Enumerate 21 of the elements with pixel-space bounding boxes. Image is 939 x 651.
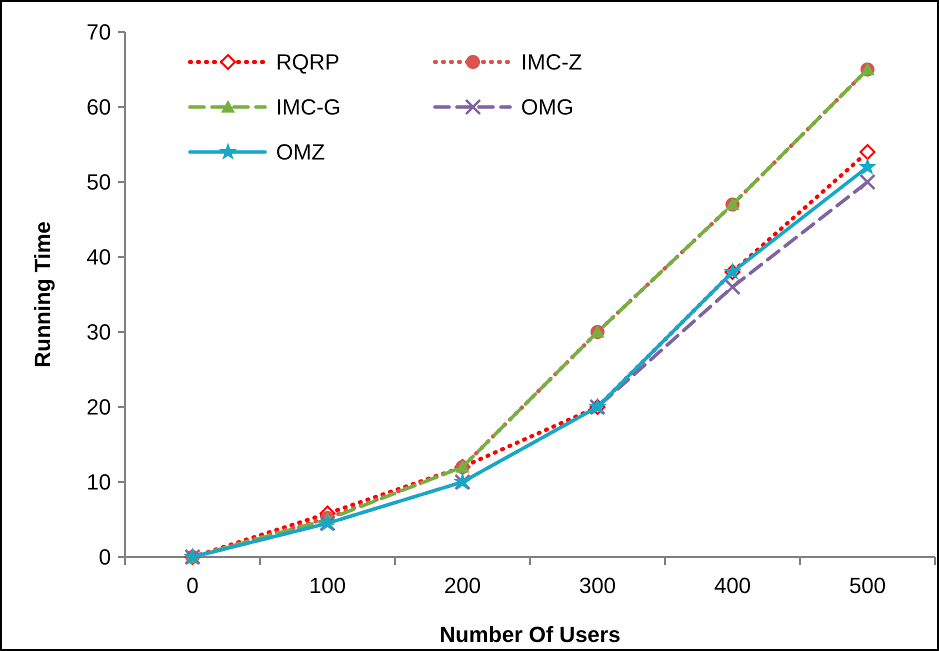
y-axis-title: Running Time xyxy=(30,221,55,368)
legend-label: IMC-G xyxy=(276,94,341,120)
y-tick-label: 70 xyxy=(86,20,111,45)
y-tick-label: 40 xyxy=(86,244,111,270)
y-tick-label: 20 xyxy=(86,394,111,420)
x-tick-label: 200 xyxy=(444,573,481,598)
y-tick-label: 10 xyxy=(86,470,111,495)
x-tick-label: 0 xyxy=(186,573,199,598)
x-tick-label: 300 xyxy=(579,573,616,598)
y-tick-label: 30 xyxy=(86,320,111,345)
x-axis-title: Number Of Users xyxy=(440,622,620,647)
legend-label: OMZ xyxy=(276,140,325,165)
x-tick-label: 500 xyxy=(849,573,886,598)
x-tick-label: 400 xyxy=(714,573,751,598)
legend-label: OMG xyxy=(521,94,574,120)
y-tick-label: 50 xyxy=(86,170,111,195)
x-tick-label: 100 xyxy=(309,573,346,598)
y-tick-label: 0 xyxy=(98,544,111,570)
legend-label: RQRP xyxy=(276,50,340,75)
y-tick-label: 60 xyxy=(86,94,111,120)
legend-label: IMC-Z xyxy=(521,50,582,75)
